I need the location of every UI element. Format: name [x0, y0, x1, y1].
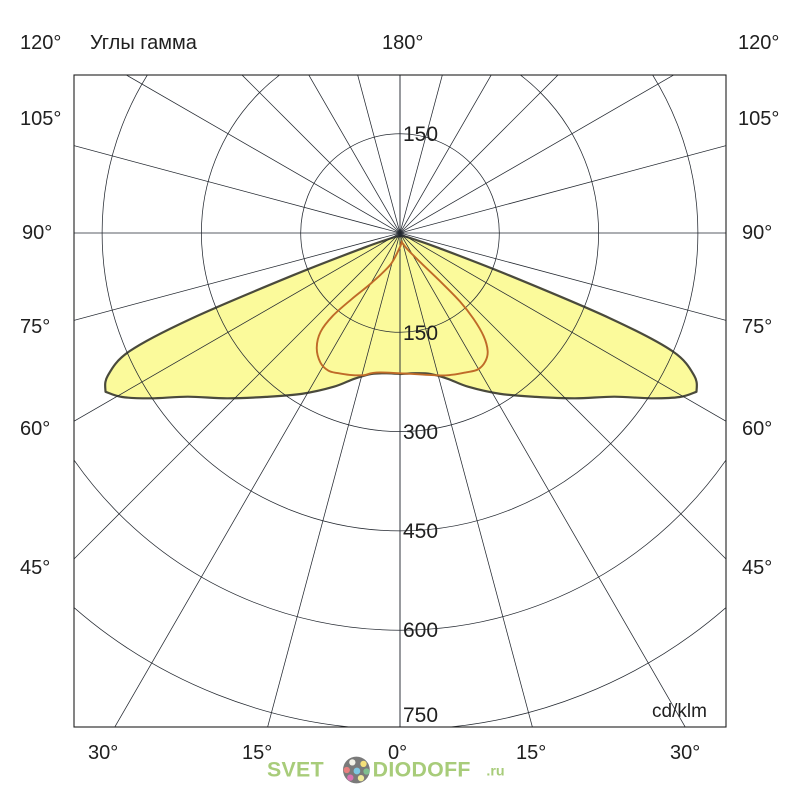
svg-text:cd/klm: cd/klm [652, 701, 707, 722]
svg-text:300: 300 [403, 421, 438, 444]
svg-text:150: 150 [403, 322, 438, 345]
svg-text:150: 150 [403, 123, 438, 146]
svg-text:.ru: .ru [486, 764, 504, 780]
svg-text:750: 750 [403, 704, 438, 727]
svg-text:DIODOFF: DIODOFF [373, 758, 471, 782]
svg-text:SVET: SVET [267, 758, 324, 782]
svg-text:600: 600 [403, 619, 438, 642]
svg-text:450: 450 [403, 520, 438, 543]
